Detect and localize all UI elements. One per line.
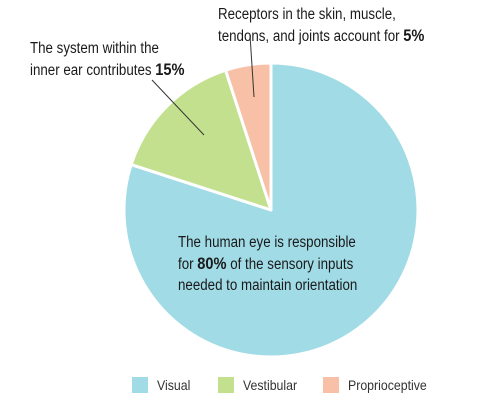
annotation-visual-line1: The human eye is responsible — [178, 234, 356, 251]
legend-label-vestibular: Vestibular — [243, 377, 298, 393]
annotation-visual-value: 80% — [197, 254, 227, 273]
legend: Visual Vestibular Proprioceptive — [0, 377, 500, 397]
leader-line-vestibular — [151, 79, 205, 136]
legend-item-vestibular: Vestibular — [218, 377, 304, 393]
legend-swatch-proprioceptive — [323, 377, 339, 393]
annotation-proprioceptive: Receptors in the skin, muscle, tendons, … — [218, 4, 424, 47]
annotation-vestibular-value: 15% — [155, 60, 185, 79]
annotation-visual: The human eye is responsible for 80% of … — [178, 232, 357, 296]
annotation-vestibular-line1: The system within the — [30, 40, 159, 57]
pie-slice-proprioceptive — [224, 61, 273, 212]
legend-swatch-vestibular — [218, 377, 234, 393]
annotation-vestibular-line2: inner ear contributes — [30, 62, 156, 79]
annotation-visual-line2-post: of the sensory inputs — [226, 256, 354, 273]
leader-lines — [151, 34, 255, 136]
legend-item-visual: Visual — [132, 377, 195, 393]
annotation-proprioceptive-value: 5% — [403, 26, 425, 45]
pie-slices — [122, 61, 420, 359]
annotation-proprioceptive-line1: Receptors in the skin, muscle, — [218, 6, 396, 23]
annotation-visual-line3: needed to maintain orientation — [178, 277, 358, 294]
leader-line-proprioceptive — [249, 34, 255, 98]
annotation-vestibular: The system within the inner ear contribu… — [30, 38, 184, 81]
legend-label-proprioceptive: Proprioceptive — [348, 377, 427, 393]
legend-item-proprioceptive: Proprioceptive — [323, 377, 438, 393]
legend-label-visual: Visual — [157, 377, 191, 393]
legend-swatch-visual — [132, 377, 148, 393]
annotation-proprioceptive-line2: tendons, and joints account for — [218, 28, 404, 45]
annotation-visual-line2-pre: for — [178, 256, 198, 273]
